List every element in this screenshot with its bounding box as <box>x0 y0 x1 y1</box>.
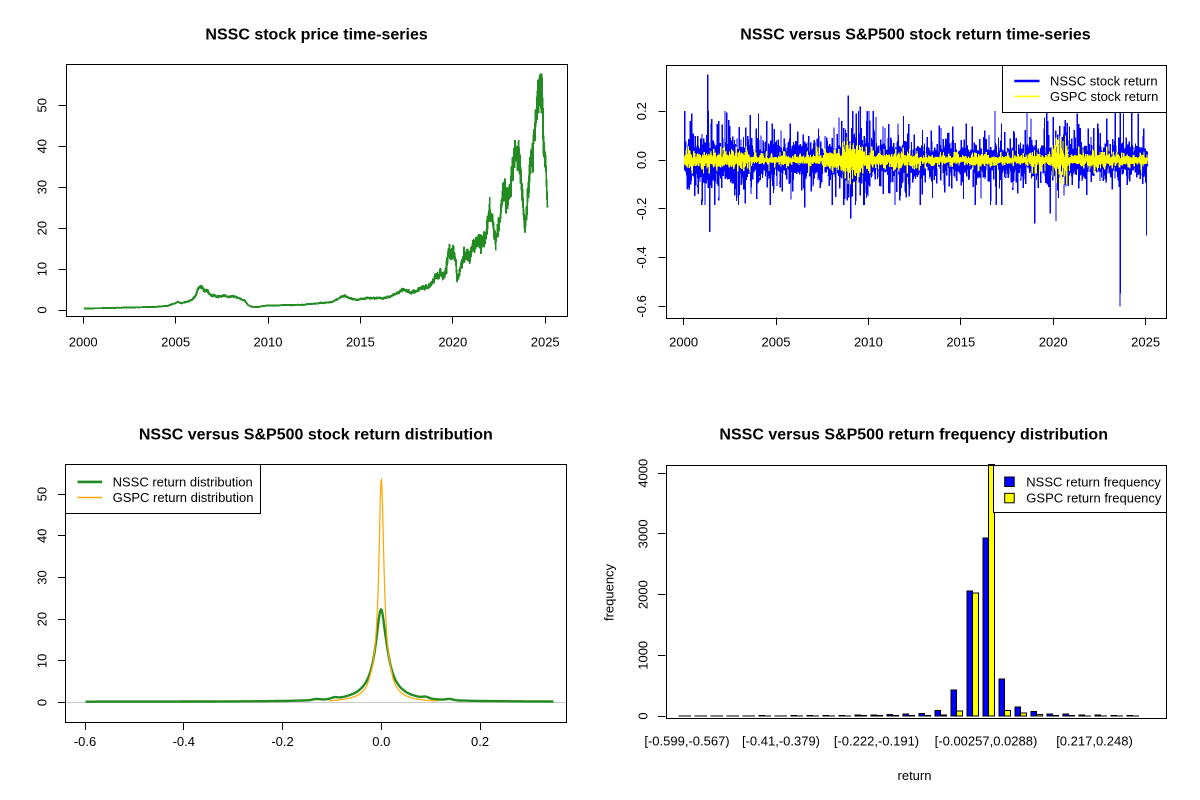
svg-text:[-0.222,-0.191): [-0.222,-0.191) <box>834 734 919 749</box>
svg-text:0: 0 <box>35 306 50 313</box>
svg-text:0: 0 <box>636 712 651 719</box>
svg-text:2025: 2025 <box>1131 335 1160 350</box>
svg-text:[-0.599,-0.567): [-0.599,-0.567) <box>644 734 729 749</box>
svg-text:2015: 2015 <box>346 335 375 350</box>
svg-text:40: 40 <box>35 529 50 543</box>
svg-text:NSSC return distribution: NSSC return distribution <box>113 474 253 489</box>
svg-text:frequency: frequency <box>602 563 617 621</box>
svg-text:NSSC versus S&P500 return freq: NSSC versus S&P500 return frequency dist… <box>719 427 1108 444</box>
svg-text:-0.6: -0.6 <box>634 295 649 317</box>
svg-text:30: 30 <box>35 570 50 584</box>
svg-text:NSSC stock price time-series: NSSC stock price time-series <box>205 27 427 44</box>
svg-text:0.2: 0.2 <box>634 102 649 120</box>
svg-text:-0.4: -0.4 <box>634 246 649 268</box>
svg-text:2015: 2015 <box>946 335 975 350</box>
svg-text:20: 20 <box>35 612 50 626</box>
svg-text:2010: 2010 <box>854 335 883 350</box>
svg-text:20: 20 <box>35 221 50 235</box>
svg-text:50: 50 <box>35 487 50 501</box>
svg-text:[0.217,0.248): [0.217,0.248) <box>1056 734 1133 749</box>
svg-text:NSSC return frequency: NSSC return frequency <box>1026 475 1161 490</box>
svg-text:NSSC stock return: NSSC stock return <box>1050 74 1158 89</box>
svg-text:3000: 3000 <box>636 519 651 548</box>
svg-text:10: 10 <box>35 262 50 276</box>
svg-text:GSPC stock return: GSPC stock return <box>1050 89 1158 104</box>
svg-text:[-0.00257,0.0288): [-0.00257,0.0288) <box>935 734 1038 749</box>
svg-text:2010: 2010 <box>254 335 283 350</box>
svg-text:return: return <box>898 768 932 783</box>
svg-text:4000: 4000 <box>636 459 651 488</box>
svg-text:30: 30 <box>35 180 50 194</box>
svg-text:0: 0 <box>35 699 50 706</box>
svg-text:10: 10 <box>35 654 50 668</box>
svg-text:2020: 2020 <box>1039 335 1068 350</box>
svg-text:2020: 2020 <box>438 335 467 350</box>
svg-text:50: 50 <box>35 98 50 112</box>
svg-text:2005: 2005 <box>762 335 791 350</box>
svg-text:-0.2: -0.2 <box>271 734 293 749</box>
svg-text:GSPC return frequency: GSPC return frequency <box>1026 491 1162 506</box>
svg-text:0.0: 0.0 <box>372 734 390 749</box>
svg-text:NSSC versus S&P500 stock retur: NSSC versus S&P500 stock return distribu… <box>139 427 493 444</box>
svg-text:2025: 2025 <box>531 335 560 350</box>
svg-text:-0.6: -0.6 <box>74 734 96 749</box>
svg-text:2000: 2000 <box>69 335 98 350</box>
svg-text:2000: 2000 <box>669 335 698 350</box>
svg-text:[-0.41,-0.379): [-0.41,-0.379) <box>742 734 820 749</box>
svg-text:NSSC versus S&P500 stock retur: NSSC versus S&P500 stock return time-ser… <box>740 27 1090 44</box>
svg-text:-0.4: -0.4 <box>173 734 195 749</box>
svg-text:2000: 2000 <box>636 580 651 609</box>
svg-text:1000: 1000 <box>636 641 651 670</box>
svg-text:40: 40 <box>35 139 50 153</box>
svg-text:-0.2: -0.2 <box>634 198 649 220</box>
svg-text:0.0: 0.0 <box>634 151 649 169</box>
svg-text:GSPC return distribution: GSPC return distribution <box>113 490 254 505</box>
svg-text:2005: 2005 <box>161 335 190 350</box>
svg-text:0.2: 0.2 <box>471 734 489 749</box>
